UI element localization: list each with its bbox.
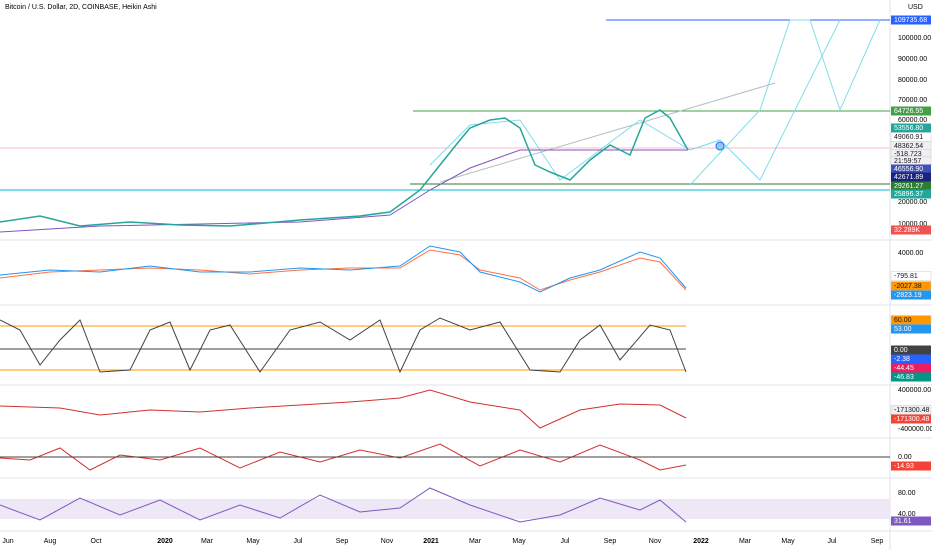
price-tag-label: 25896.37: [894, 191, 923, 198]
price-tag-label: 31.61: [894, 518, 912, 525]
price-tag: [891, 189, 931, 199]
price-tag-label: -171300.48: [894, 416, 930, 423]
price-tag-label: 29261.27: [894, 183, 923, 190]
price-tag: [891, 164, 931, 174]
axis-label: 400000.00: [898, 387, 931, 394]
price-tag-label: 109735.68: [894, 17, 927, 24]
price-tag: [890, 271, 932, 281]
time-label: Jul: [561, 538, 570, 545]
axis-label: 80000.00: [898, 77, 927, 84]
time-label: Sep: [604, 538, 617, 545]
price-tag-label: -795.81: [894, 273, 918, 280]
price-tag: [891, 15, 931, 25]
price-tag-label: 48362.54: [894, 143, 923, 150]
time-label: Aug: [44, 538, 57, 545]
price-tag-label: 53556.80: [894, 125, 923, 132]
price-tag-label: -44.45: [894, 365, 914, 372]
time-label: Jul: [294, 538, 303, 545]
time-label: May: [781, 538, 795, 545]
axis-label: 10000.00: [898, 221, 927, 228]
price-tag: [891, 181, 931, 191]
time-label: 2022: [693, 538, 709, 545]
price-tag-label: 42671.89: [894, 174, 923, 181]
price-tag: [891, 414, 931, 424]
price-tag-label: -518.723: [894, 151, 922, 158]
time-label: Mar: [469, 538, 482, 545]
price-tag: [891, 172, 931, 182]
price-tag-label: 21:59:57: [894, 158, 921, 165]
time-label: Jul: [828, 538, 837, 545]
price-tag: [891, 225, 931, 235]
price-tag-label: -46.83: [894, 374, 914, 381]
time-label: Sep: [336, 538, 349, 545]
time-label: Mar: [739, 538, 752, 545]
time-label: May: [512, 538, 526, 545]
price-tag: [891, 516, 931, 526]
currency: USD: [908, 4, 923, 11]
time-label: Mar: [201, 538, 214, 545]
price-tag: [891, 123, 931, 133]
time-label: 2020: [157, 538, 173, 545]
time-label: Oct: [91, 538, 102, 545]
price-tag: [891, 372, 931, 382]
price-tag-label: 0.00: [894, 347, 908, 354]
price-tag-label: 64726.55: [894, 108, 923, 115]
axis-label: 60000.00: [898, 117, 927, 124]
chart-title: Bitcoin / U.S. Dollar, 2D, COINBASE, Hei…: [5, 4, 157, 11]
price-tag-label: 53.00: [894, 326, 912, 333]
time-label: Nov: [381, 538, 394, 545]
price-tag-label: 46556.90: [894, 166, 923, 173]
axis-label: 20000.00: [898, 199, 927, 206]
price-tag-label: -171300.48: [894, 407, 930, 414]
time-label: Nov: [649, 538, 662, 545]
price-tag-label: 60.00: [894, 317, 912, 324]
axis-label: 90000.00: [898, 56, 927, 63]
axis-label: -400000.00: [898, 426, 932, 433]
price-tag: [891, 290, 931, 300]
price-tag-label: -14.93: [894, 463, 914, 470]
price-tag-label: -2.38: [894, 356, 910, 363]
price-tag-label: 32.289K: [894, 227, 920, 234]
price-tag: [891, 354, 931, 364]
axis-label: 40.00: [898, 511, 916, 518]
axis-label: 0.00: [898, 454, 912, 461]
price-tag: [891, 106, 931, 116]
price-tag-label: -2823.19: [894, 292, 922, 299]
price-tag: [891, 461, 931, 471]
time-label: Sep: [871, 538, 884, 545]
time-label: 2021: [423, 538, 439, 545]
price-tag: [891, 345, 931, 355]
axis-label: 100000.00: [898, 35, 931, 42]
price-tag: [891, 363, 931, 373]
axis-label: 4000.00: [898, 250, 923, 257]
time-label: May: [246, 538, 260, 545]
price-tag-label: -2027.38: [894, 283, 922, 290]
time-label: Jun: [2, 538, 13, 545]
drawings: [0, 19, 890, 523]
price-tag-label: 49060.91: [894, 134, 923, 141]
price-tag: [891, 324, 931, 334]
axis-label: 70000.00: [898, 97, 927, 104]
axis-label: 80.00: [898, 490, 916, 497]
